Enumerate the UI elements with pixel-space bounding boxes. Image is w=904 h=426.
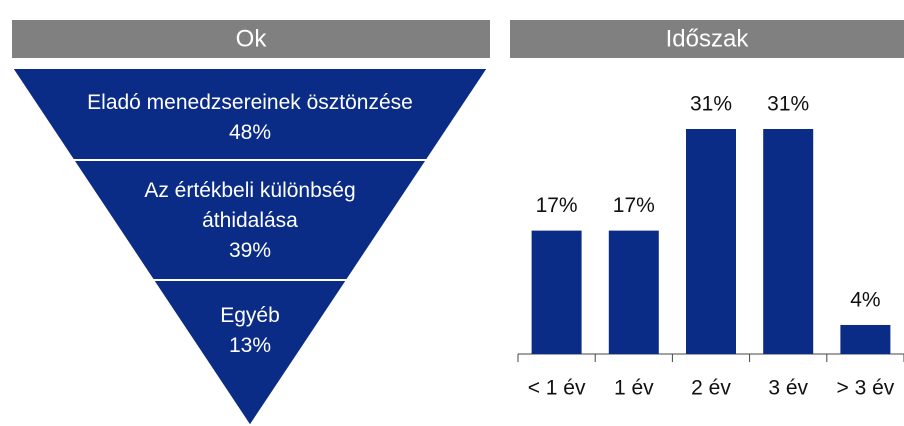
title-bar [12,20,490,58]
bar [763,129,814,354]
value-label: 13% [228,334,272,357]
value-label: 17% [536,194,578,217]
segment-label: Eladó menedzsereinek ösztönzése 48% [20,88,480,148]
bar [686,129,736,354]
x-tick-label: > 3 év [837,377,895,400]
bar [840,324,891,354]
value-label: 31% [767,93,809,116]
x-tick-label: < 1 év [528,377,586,400]
bar [608,230,659,354]
category-label: Eladó menedzsereinek ösztönzése [87,91,413,114]
segment-label: Az értékbeli különbség áthidalása 39% [100,176,400,266]
funnel-segment [151,279,349,426]
value-label: 39% [228,239,272,262]
x-tick-label: 3 év [768,377,808,400]
value-label: 4% [850,289,880,312]
value-label: 17% [613,194,655,217]
bar [531,230,582,354]
category-label: Egyéb [220,304,280,327]
x-tick-label: 2 év [691,377,731,400]
x-tick-label: 1 év [614,377,654,400]
value-label: 48% [228,121,272,144]
segment-label: Egyéb 13% [150,301,350,361]
chart-title: Időszak [666,25,750,52]
value-label: 31% [690,93,732,116]
category-label: Az értékbeli különbség áthidalása [144,179,356,232]
title-bar [510,20,904,58]
chart-title: Ok [236,25,268,52]
